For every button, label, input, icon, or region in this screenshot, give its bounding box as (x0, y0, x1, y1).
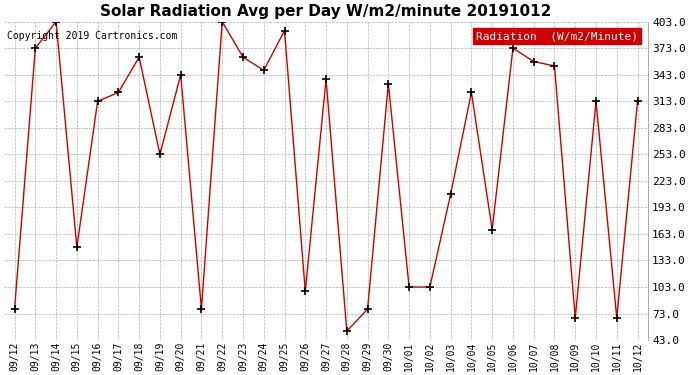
Text: Copyright 2019 Cartronics.com: Copyright 2019 Cartronics.com (8, 31, 178, 41)
Title: Solar Radiation Avg per Day W/m2/minute 20191012: Solar Radiation Avg per Day W/m2/minute … (100, 4, 552, 19)
Text: Radiation  (W/m2/Minute): Radiation (W/m2/Minute) (476, 31, 638, 41)
